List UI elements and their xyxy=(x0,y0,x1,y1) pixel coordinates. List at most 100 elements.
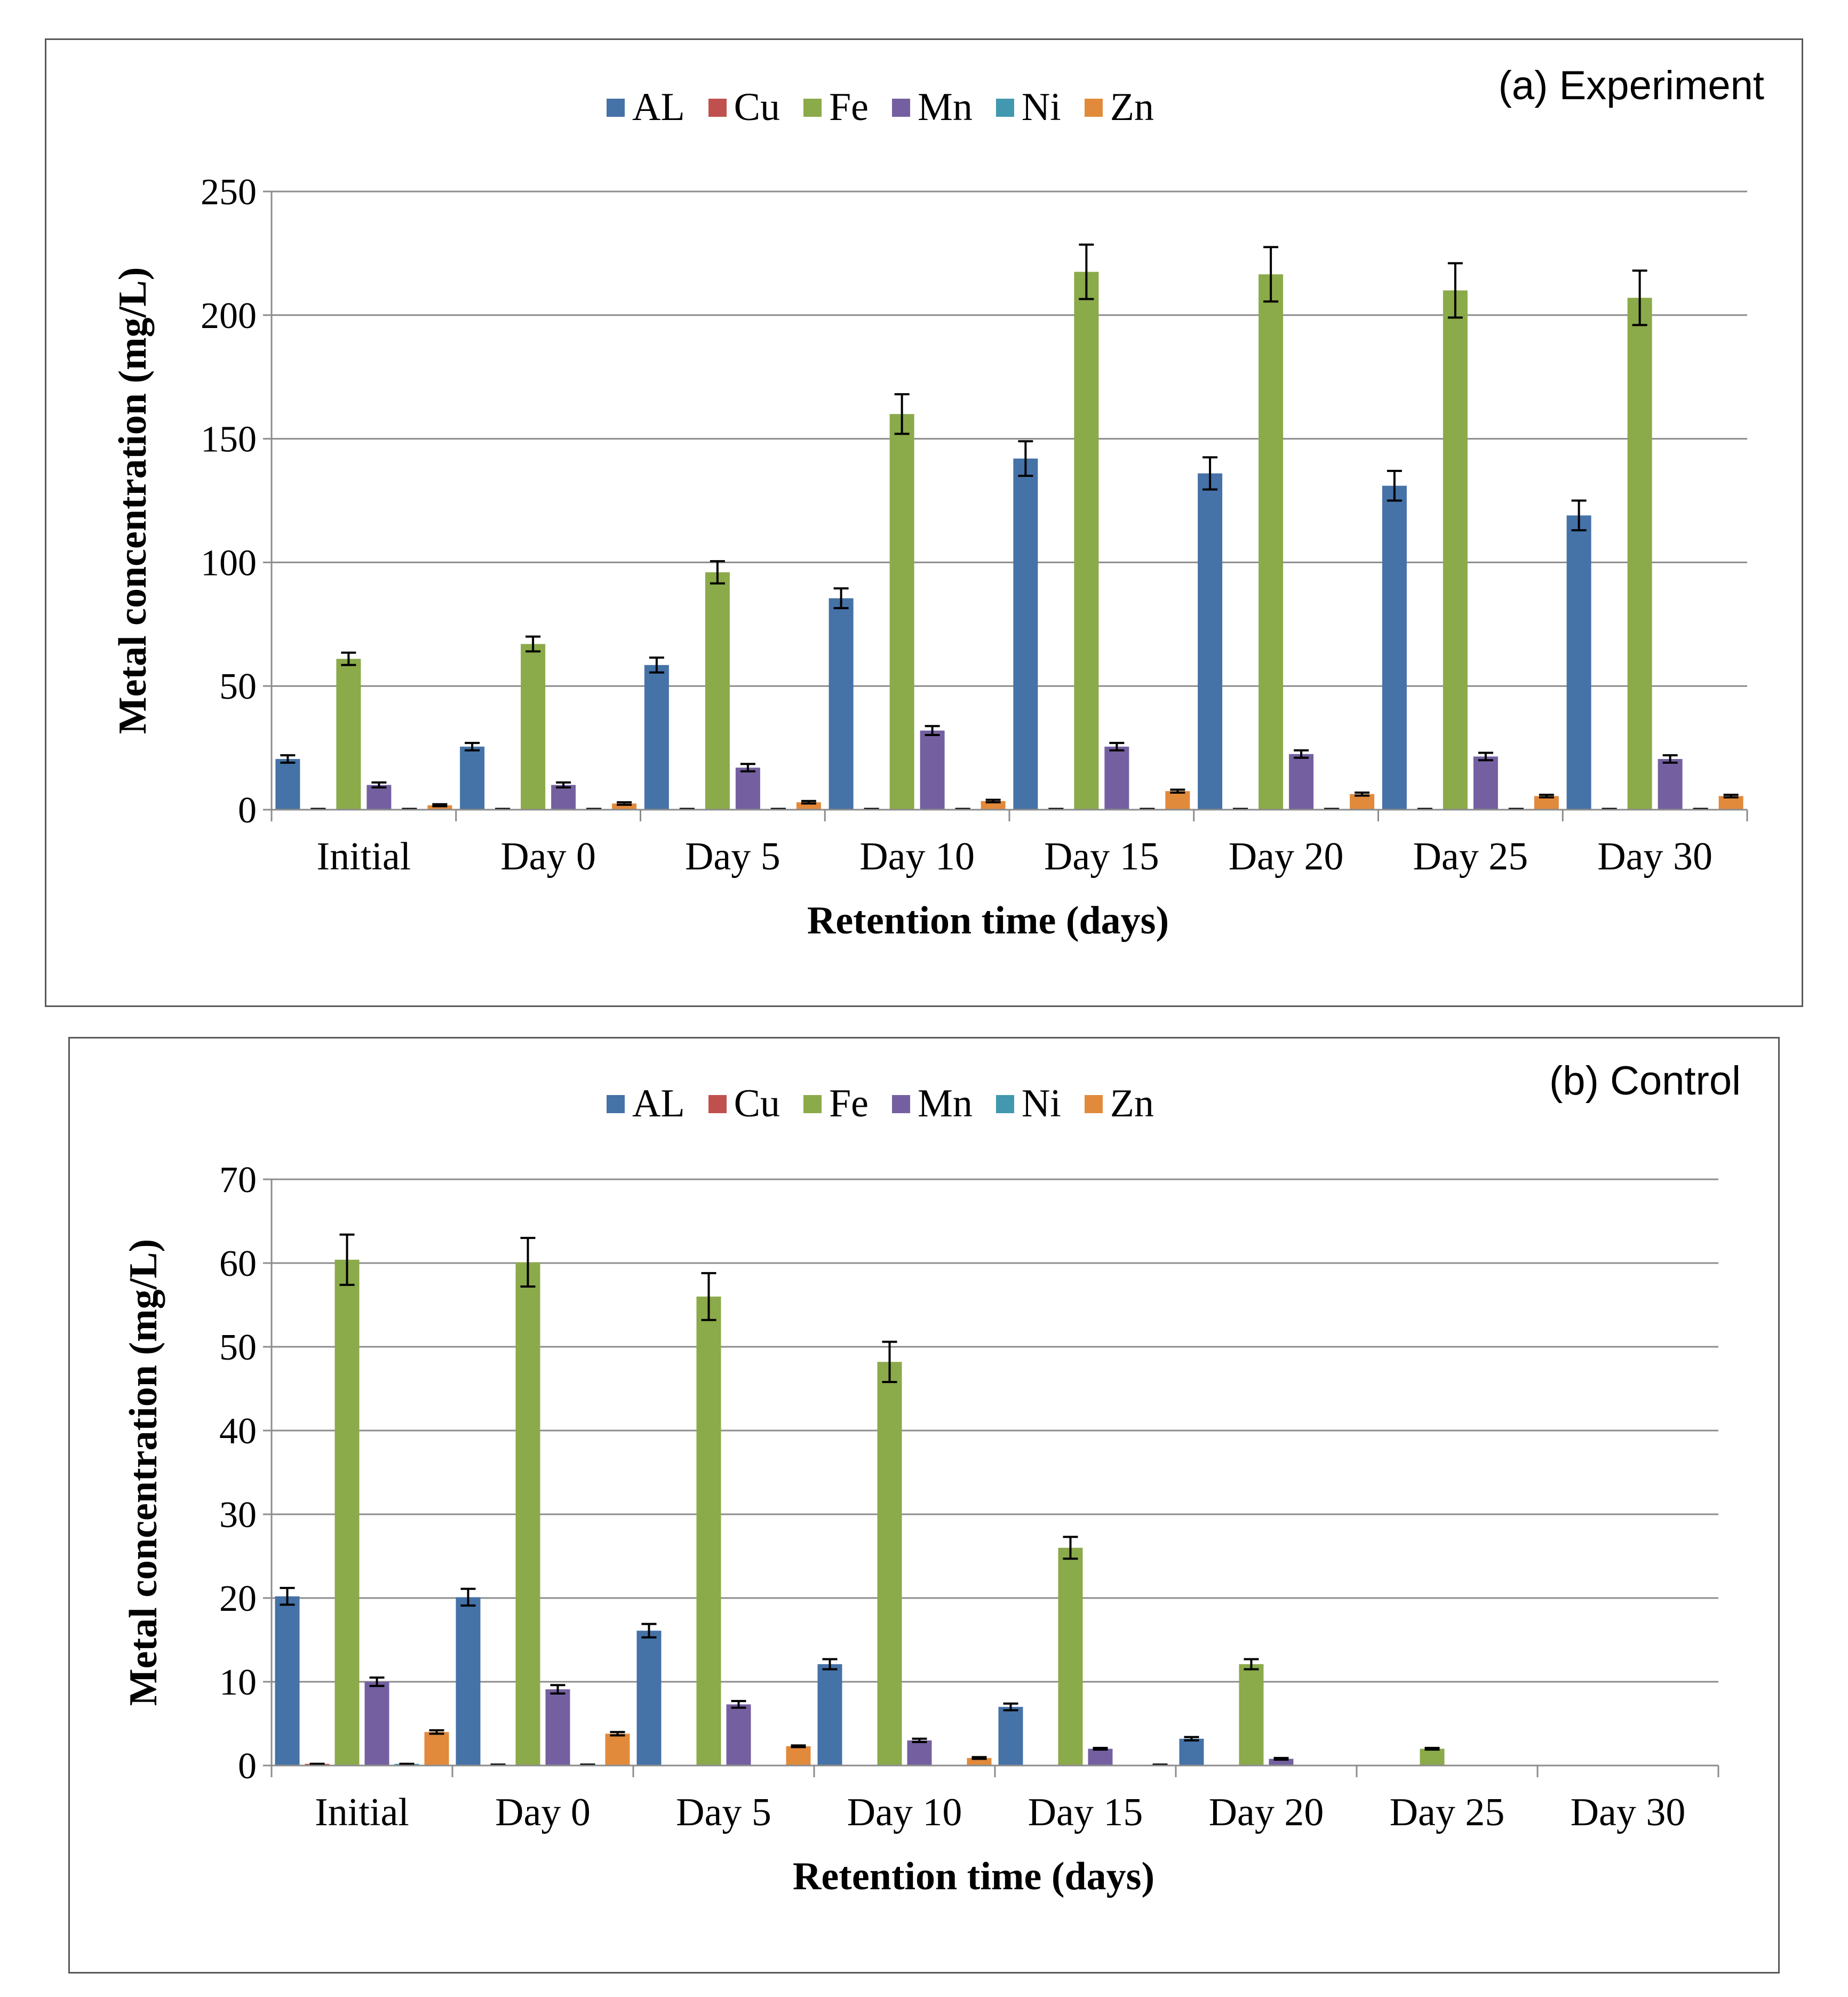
bar-mn xyxy=(545,1689,570,1766)
y-tick-label: 60 xyxy=(219,1243,257,1284)
bar-al xyxy=(275,1596,300,1766)
bar-zn xyxy=(424,1732,449,1766)
chart-panel-control: (b) Control AL Cu Fe Mn Ni Zn 0 10 20 30 40 50 60 70… xyxy=(68,1037,1780,1974)
x-tick-label: Day 25 xyxy=(1413,835,1528,878)
bar-fe xyxy=(1239,1664,1264,1766)
legend-label: Fe xyxy=(829,85,869,129)
legend-label: Zn xyxy=(1110,1082,1154,1125)
legend-item-ni: Ni xyxy=(995,1081,1061,1127)
bar-zn xyxy=(1350,794,1375,810)
bar-chart-control: 0 10 20 30 40 50 60 70 Initial Day 0 Day 5 Day 10 Da… xyxy=(122,1160,1719,1898)
legend-swatch xyxy=(708,1095,727,1113)
y-tick-label: 40 xyxy=(219,1411,257,1452)
legend-label: Zn xyxy=(1110,85,1154,129)
chart-legend: AL Cu Fe Mn Ni Zn xyxy=(607,1081,1154,1127)
bar-mn xyxy=(920,730,945,810)
x-tick-label: Initial xyxy=(315,1791,409,1834)
bar-mn xyxy=(1658,758,1683,810)
x-axis-title: Retention time (days) xyxy=(793,1855,1154,1898)
legend-swatch xyxy=(1084,98,1103,117)
panel-label: (b) Control xyxy=(1549,1058,1741,1104)
bar-al xyxy=(1566,515,1591,810)
x-tick-label: Day 5 xyxy=(685,835,780,878)
chart-panel-experiment: (a) Experiment AL Cu Fe Mn Ni Zn 0 50 100 150 200… xyxy=(45,38,1803,1007)
y-tick-label: 70 xyxy=(219,1160,257,1201)
x-tick-label: Day 10 xyxy=(859,835,975,878)
legend-label: AL xyxy=(632,85,685,129)
bar-mn xyxy=(907,1740,932,1766)
bar-fe xyxy=(877,1362,902,1766)
y-axis-title: Metal concentration (mg/L) xyxy=(122,1239,165,1706)
x-tick-label: Day 0 xyxy=(500,835,596,878)
bar-mn xyxy=(1088,1748,1113,1766)
legend-item-mn: Mn xyxy=(892,1081,973,1127)
bar-al xyxy=(644,665,669,810)
legend-label: Mn xyxy=(918,85,973,129)
y-tick-label: 0 xyxy=(238,790,257,831)
bar-fe xyxy=(1074,271,1099,810)
y-tick-label: 100 xyxy=(201,542,257,584)
x-tick-label: Day 30 xyxy=(1571,1791,1686,1834)
x-tick-label: Day 30 xyxy=(1597,835,1712,878)
bar-fe xyxy=(889,414,914,810)
bar-fe xyxy=(1627,298,1652,810)
bar-al xyxy=(998,1707,1023,1766)
legend-swatch xyxy=(803,98,822,117)
x-tick-label: Day 20 xyxy=(1229,835,1344,878)
x-tick-label: Day 10 xyxy=(847,1791,962,1834)
bar-mn xyxy=(1473,756,1498,810)
legend-item-fe: Fe xyxy=(803,85,869,130)
legend-label: Cu xyxy=(734,85,780,129)
x-tick-label: Initial xyxy=(317,835,411,878)
y-axis-title: Metal concentration (mg/L) xyxy=(111,267,155,734)
bar-mn xyxy=(726,1704,751,1766)
bar-fe xyxy=(1443,290,1468,810)
y-tick-label: 30 xyxy=(219,1495,257,1536)
x-tick-label: Day 20 xyxy=(1209,1791,1324,1834)
bar-al xyxy=(456,1597,481,1766)
x-tick-label: Day 0 xyxy=(495,1791,591,1834)
bar-al xyxy=(460,746,485,810)
y-tick-label: 50 xyxy=(219,666,257,707)
bar-al xyxy=(1382,485,1407,810)
legend-swatch xyxy=(995,98,1014,117)
chart-legend: AL Cu Fe Mn Ni Zn xyxy=(607,85,1154,130)
legend-swatch xyxy=(995,1095,1014,1113)
legend-item-al: AL xyxy=(607,1081,685,1127)
panel-label: (a) Experiment xyxy=(1498,63,1764,108)
bar-mn xyxy=(367,785,392,810)
bar-zn xyxy=(612,803,637,810)
bar-al xyxy=(1198,473,1223,810)
legend-item-zn: Zn xyxy=(1084,85,1154,130)
bar-al xyxy=(275,758,300,810)
bar-al xyxy=(1013,458,1038,810)
bar-chart-experiment: 0 50 100 150 200 250 Initial Day 0 Day 5 Day 10 Da… xyxy=(111,172,1748,942)
legend-item-mn: Mn xyxy=(892,85,973,130)
legend-swatch xyxy=(892,1095,911,1113)
y-tick-label: 10 xyxy=(219,1662,257,1703)
y-tick-label: 0 xyxy=(238,1746,257,1787)
y-tick-label: 20 xyxy=(219,1578,257,1619)
legend-label: Ni xyxy=(1021,85,1061,129)
bar-zn xyxy=(786,1746,811,1766)
bar-fe xyxy=(521,644,546,810)
legend-swatch xyxy=(1084,1095,1103,1113)
legend-label: Mn xyxy=(918,1082,973,1125)
legend-label: AL xyxy=(632,1082,685,1125)
bar-fe xyxy=(696,1296,721,1766)
y-tick-label: 200 xyxy=(201,295,257,337)
legend-label: Cu xyxy=(734,1082,780,1125)
bar-al xyxy=(829,598,854,810)
y-tick-label: 150 xyxy=(201,419,257,460)
bar-fe xyxy=(336,659,361,810)
legend-item-al: AL xyxy=(607,85,685,130)
x-tick-label: Day 5 xyxy=(676,1791,771,1834)
bar-fe xyxy=(515,1262,540,1766)
bar-fe xyxy=(334,1259,360,1766)
legend-swatch xyxy=(607,1095,625,1113)
legend-swatch xyxy=(803,1095,822,1113)
legend-item-cu: Cu xyxy=(708,1081,780,1127)
bar-al xyxy=(636,1631,662,1766)
bar-al xyxy=(817,1664,842,1766)
legend-item-zn: Zn xyxy=(1084,1081,1154,1127)
